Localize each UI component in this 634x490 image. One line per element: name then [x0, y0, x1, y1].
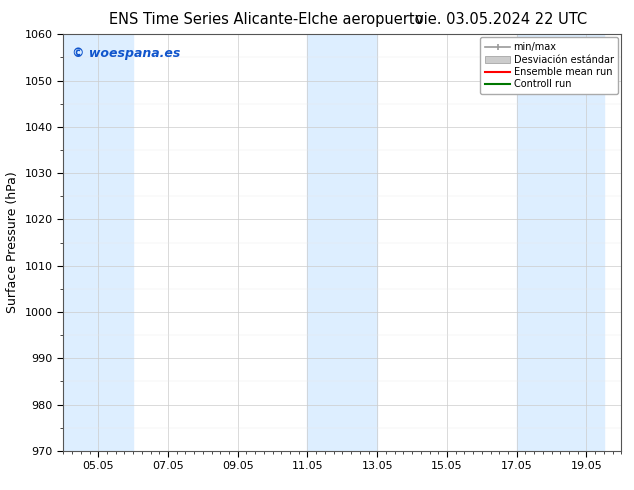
Bar [63, 34, 133, 451]
Text: ENS Time Series Alicante-Elche aeropuerto: ENS Time Series Alicante-Elche aeropuert… [109, 12, 424, 27]
Legend: min/max, Desviación estándar, Ensemble mean run, Controll run: min/max, Desviación estándar, Ensemble m… [481, 37, 618, 94]
Bar [307, 34, 377, 451]
Y-axis label: Surface Pressure (hPa): Surface Pressure (hPa) [6, 172, 19, 314]
Bar [517, 34, 604, 451]
Text: © woespana.es: © woespana.es [72, 47, 180, 60]
Text: vie. 03.05.2024 22 UTC: vie. 03.05.2024 22 UTC [415, 12, 587, 27]
